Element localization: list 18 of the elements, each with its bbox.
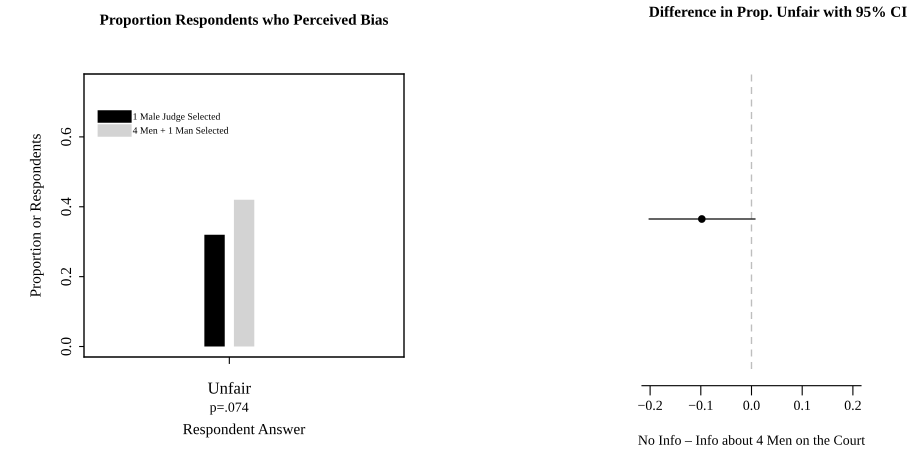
y-tick-label: 0.2: [60, 268, 72, 286]
x-axis-title: Respondent Answer: [183, 424, 306, 438]
y-tick-label: 0.0: [60, 338, 72, 356]
x-axis-title: No Info – Info about 4 Men on the Court: [638, 434, 866, 445]
chart-title: Proportion Respondents who Perceived Bias: [100, 14, 388, 28]
x-tick-label: 0.2: [844, 400, 861, 410]
y-tick-label: 0.4: [60, 197, 72, 216]
x-tick-label: 0.1: [794, 400, 810, 410]
x-tick-label: −0.2: [638, 400, 662, 410]
y-axis-title: Proportion or Respondents: [30, 134, 44, 297]
x-tick-label: Unfair: [208, 382, 251, 394]
legend-label: 1 Male Judge Selected: [133, 112, 220, 122]
chart-title: Difference in Prop. Unfair with 95% CI: [649, 6, 907, 20]
x-tick-label: −0.1: [688, 400, 713, 410]
text: p=.074: [210, 402, 248, 415]
x-tick-label: 0.0: [743, 400, 760, 410]
legend-label: 4 Men + 1 Man Selected: [132, 126, 228, 134]
y-tick-label: 0.6: [60, 128, 72, 146]
